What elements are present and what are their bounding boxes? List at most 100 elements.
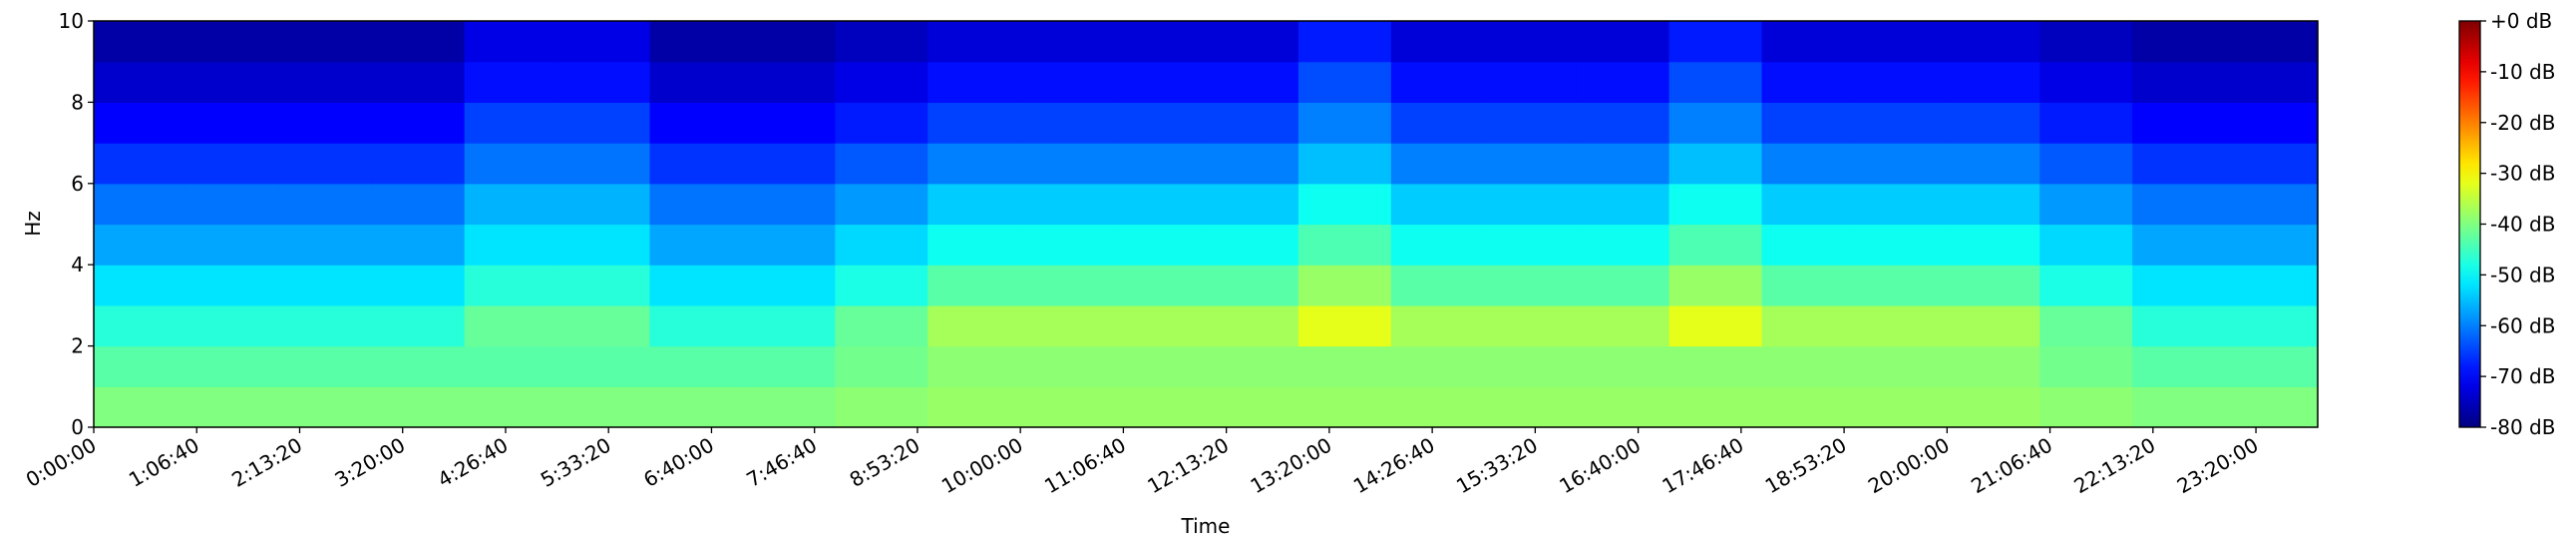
x-tick-label: 0:00:00 [22, 433, 101, 492]
heatmap-cell [2039, 224, 2133, 266]
x-tick-label: 12:13:20 [1143, 433, 1233, 499]
colorbar-tick-label: +0 dB [2490, 9, 2552, 33]
heatmap-cell [927, 61, 1021, 103]
heatmap-cell [835, 345, 928, 387]
y-tick-label: 10 [59, 9, 84, 33]
heatmap-cell [556, 304, 651, 347]
heatmap-cell [835, 61, 928, 103]
heatmap-cell [649, 386, 744, 428]
heatmap-cell [927, 304, 1021, 347]
heatmap-cell [1483, 386, 1578, 428]
y-tick-label: 0 [71, 415, 84, 439]
heatmap-cell [1390, 143, 1485, 185]
heatmap-cell [464, 143, 558, 185]
heatmap-cell [2039, 345, 2133, 387]
heatmap-cell [2039, 304, 2133, 347]
heatmap-cell [371, 386, 466, 428]
heatmap-cell [464, 61, 558, 103]
heatmap-cell [2132, 224, 2226, 266]
colorbar-tick-label: -70 dB [2490, 364, 2555, 388]
heatmap-cell [1668, 183, 1763, 226]
x-tick-label: 8:53:20 [846, 433, 924, 492]
heatmap-cell [835, 386, 928, 428]
colorbar-tick-label: -40 dB [2490, 213, 2555, 237]
heatmap-cell [2132, 21, 2226, 63]
heatmap-cell [185, 102, 280, 144]
heatmap-cell [185, 304, 280, 347]
heatmap-cell [2132, 345, 2226, 387]
heatmap-cell [2225, 61, 2319, 103]
heatmap-cell [2039, 143, 2133, 185]
x-tick-label: 5:33:20 [537, 433, 615, 492]
heatmap-cell [556, 265, 651, 306]
colorbar-tick-label: -20 dB [2490, 111, 2555, 135]
heatmap-cell [1020, 61, 1114, 103]
heatmap-cell [1113, 61, 1207, 103]
heatmap-cell [2225, 21, 2319, 63]
heatmap-cell [1206, 304, 1299, 347]
heatmap-cell [94, 183, 187, 226]
heatmap-cell [1483, 265, 1578, 306]
x-tick-label: 20:00:00 [1864, 433, 1954, 499]
heatmap-cell [94, 61, 187, 103]
heatmap-cell [1113, 345, 1207, 387]
x-tick-label: 21:06:40 [1967, 433, 2056, 499]
heatmap-cell [835, 183, 928, 226]
heatmap-cell [464, 304, 558, 347]
heatmap-cell [1761, 21, 1856, 63]
heatmap-cell [371, 224, 466, 266]
heatmap-cell [1390, 61, 1485, 103]
heatmap-cell [1854, 304, 1948, 347]
heatmap-cell [1020, 102, 1114, 144]
heatmap-cell [1297, 345, 1392, 387]
heatmap-cell [556, 224, 651, 266]
heatmap-cell [464, 183, 558, 226]
x-tick-label: 6:40:00 [639, 433, 718, 492]
x-tick-label: 11:06:40 [1040, 433, 1130, 499]
heatmap-cell [556, 61, 651, 103]
heatmap-cell [927, 183, 1021, 226]
heatmap-cell [1947, 265, 2040, 306]
heatmap-cell [1483, 21, 1578, 63]
heatmap-cell [2132, 183, 2226, 226]
heatmap-cell [1113, 386, 1207, 428]
heatmap-cell [649, 143, 744, 185]
heatmap-cell [371, 61, 466, 103]
heatmap-cell [1576, 224, 1670, 266]
heatmap-cell [1390, 386, 1485, 428]
heatmap-cell [742, 265, 836, 306]
heatmap-cell [1576, 386, 1670, 428]
heatmap-cell [2132, 61, 2226, 103]
heatmap-cell [1297, 265, 1392, 306]
heatmap-cell [1947, 304, 2040, 347]
x-tick-label: 2:13:20 [227, 433, 306, 492]
heatmap-cell [1297, 21, 1392, 63]
x-tick-label: 15:33:20 [1452, 433, 1542, 499]
heatmap-cell [185, 21, 280, 63]
heatmap-cell [1761, 345, 1856, 387]
heatmap-cell [278, 183, 373, 226]
heatmap-cell [2225, 143, 2319, 185]
heatmap-cell [742, 386, 836, 428]
heatmap-cell [1297, 304, 1392, 347]
heatmap-cell [1113, 183, 1207, 226]
heatmap-cell [649, 304, 744, 347]
heatmap-cell [556, 345, 651, 387]
heatmap-cell [1576, 102, 1670, 144]
heatmap-cell [1483, 304, 1578, 347]
heatmap-cell [1297, 143, 1392, 185]
heatmap-cell [1113, 304, 1207, 347]
heatmap-cell [1206, 21, 1299, 63]
heatmap-cell [185, 143, 280, 185]
heatmap-cell [1668, 304, 1763, 347]
heatmap-cell [1854, 61, 1948, 103]
heatmap-cell [185, 265, 280, 306]
heatmap-cell [94, 224, 187, 266]
heatmap-cell [1668, 143, 1763, 185]
heatmap-cell [2132, 102, 2226, 144]
heatmap-cell [1390, 102, 1485, 144]
heatmap-cell [742, 183, 836, 226]
heatmap-cell [742, 102, 836, 144]
heatmap-cell [278, 61, 373, 103]
heatmap-cell [2132, 265, 2226, 306]
